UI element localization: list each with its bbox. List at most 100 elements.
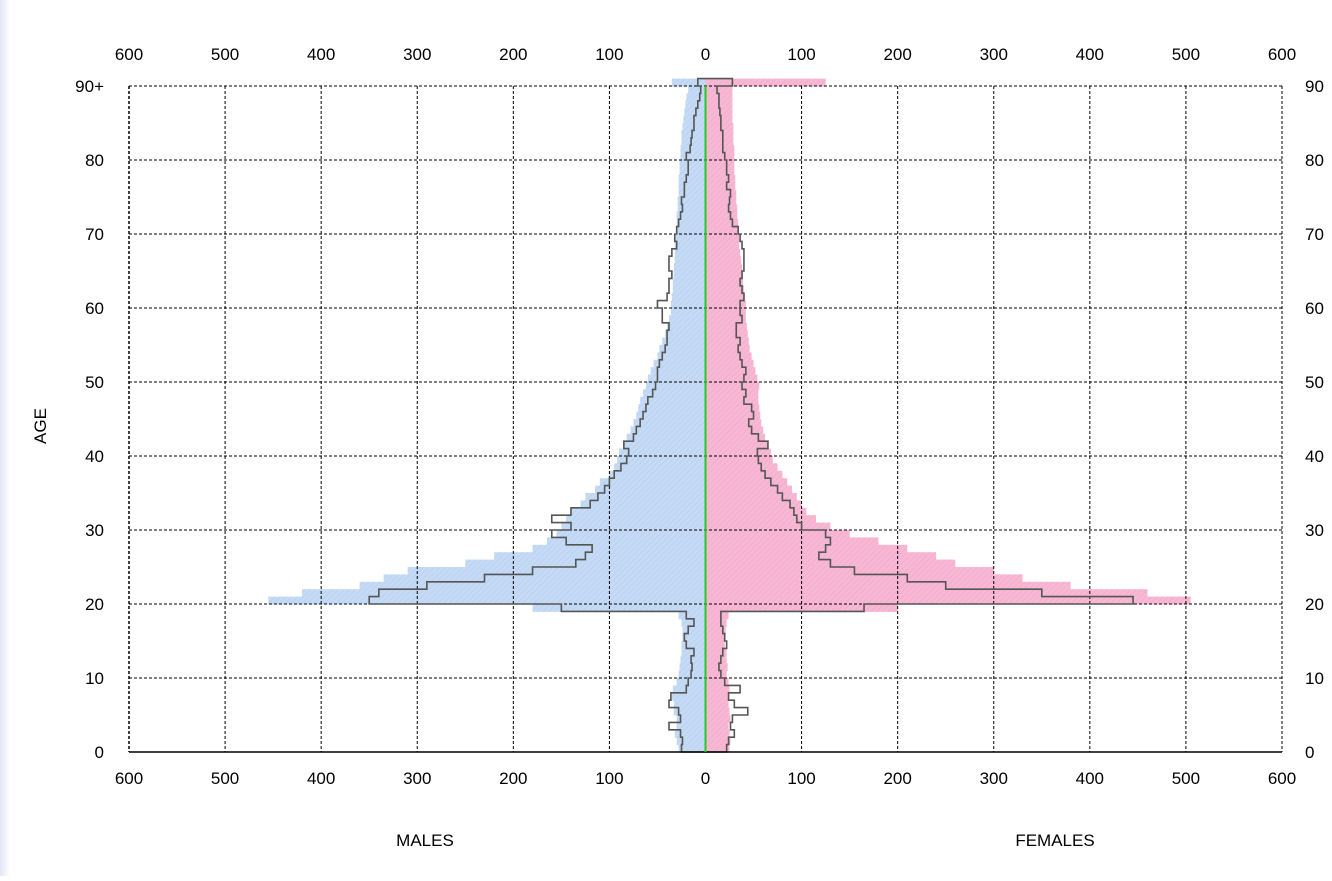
x-tick-label-bottom-10: 400 <box>1076 769 1104 788</box>
female-bar-age-50 <box>705 374 758 383</box>
male-bar-age-53 <box>657 352 706 361</box>
male-bar-age-4 <box>676 715 706 723</box>
male-bar-age-33 <box>580 500 706 509</box>
female-bar-age-72 <box>705 211 738 220</box>
male-bar-age-35 <box>595 485 706 494</box>
female-bar-age-24 <box>705 567 994 575</box>
female-bar-age-15 <box>705 633 725 642</box>
male-bar-age-19 <box>532 604 706 612</box>
female-bar-age-70 <box>705 226 739 235</box>
y-tick-label-left-9: 90+ <box>75 77 104 96</box>
x-tick-label-top-7: 100 <box>787 45 815 64</box>
male-bar-age-8 <box>672 685 706 694</box>
male-bar-age-77 <box>678 174 706 183</box>
female-bar-age-66 <box>705 256 742 265</box>
male-bar-age-80 <box>680 152 706 161</box>
male-bar-age-40 <box>619 448 706 457</box>
female-bar-age-26 <box>705 552 937 561</box>
female-bar-age-53 <box>705 352 752 361</box>
male-bar-age-75 <box>678 189 706 198</box>
x-tick-label-bottom-7: 100 <box>787 769 815 788</box>
female-bar-age-28 <box>705 537 879 546</box>
male-bar-age-82 <box>681 137 706 146</box>
x-tick-label-bottom-9: 300 <box>980 769 1008 788</box>
male-bar-age-61 <box>671 293 706 302</box>
female-bar-age-84 <box>705 123 734 131</box>
female-bar-age-74 <box>705 197 737 205</box>
female-bar-age-56 <box>705 330 748 339</box>
male-bar-age-83 <box>681 130 706 139</box>
female-bar-age-73 <box>705 204 738 213</box>
x-tick-label-top-9: 300 <box>980 45 1008 64</box>
male-bar-age-45 <box>636 411 706 420</box>
male-bar-age-58 <box>668 315 706 324</box>
male-bar-age-65 <box>673 263 706 272</box>
y-tick-label-left-0: 0 <box>95 743 104 762</box>
y-axis-label: AGE <box>31 408 50 444</box>
female-bar-age-16 <box>705 626 726 635</box>
male-bar-age-14 <box>681 641 706 649</box>
male-bar-age-43 <box>630 426 706 435</box>
male-bar-age-26 <box>494 552 706 561</box>
male-bar-age-86 <box>684 108 706 117</box>
male-bar-age-27 <box>532 544 706 553</box>
male-bar-age-67 <box>674 248 706 257</box>
female-bar-age-45 <box>705 411 761 420</box>
female-bar-age-80 <box>705 152 735 161</box>
male-bar-age-90 <box>671 78 706 87</box>
y-tick-label-left-1: 10 <box>85 669 104 688</box>
female-bar-age-52 <box>705 359 754 368</box>
male-bar-age-73 <box>677 204 706 213</box>
female-bar-age-77 <box>705 174 736 183</box>
x-tick-label-bottom-12: 600 <box>1268 769 1296 788</box>
y-tick-label-right-9: 90 <box>1305 77 1324 96</box>
female-bar-age-35 <box>705 485 792 494</box>
x-tick-label-top-6: 0 <box>701 45 710 64</box>
male-bar-age-51 <box>650 367 706 376</box>
axes-layer: 6006005005004004003003002002001001000010… <box>75 45 1324 788</box>
female-bar-age-76 <box>705 182 736 191</box>
female-bar-age-62 <box>705 285 744 294</box>
x-tick-label-top-12: 600 <box>1268 45 1296 64</box>
female-bar-age-55 <box>705 337 749 346</box>
male-bar-age-64 <box>673 271 706 279</box>
outline-layer <box>368 77 1134 753</box>
male-bar-age-21 <box>301 589 706 598</box>
male-bar-age-1 <box>676 737 706 746</box>
female-bar-age-36 <box>705 478 788 487</box>
y-tick-label-right-8: 80 <box>1305 151 1324 170</box>
female-bar-age-20 <box>705 596 1191 605</box>
x-tick-label-top-1: 500 <box>211 45 239 64</box>
male-bar-age-39 <box>617 456 706 464</box>
male-bar-age-54 <box>659 345 706 353</box>
x-tick-label-top-4: 200 <box>499 45 527 64</box>
male-bar-age-72 <box>676 211 706 220</box>
male-bar-age-68 <box>674 241 706 250</box>
female-bar-age-18 <box>705 611 729 620</box>
male-bar-age-42 <box>626 433 706 442</box>
female-bar-age-14 <box>705 641 725 649</box>
female-bar-age-2 <box>705 729 730 738</box>
male-bar-age-63 <box>672 278 706 287</box>
female-bar-age-61 <box>705 293 745 302</box>
female-bar-age-3 <box>705 722 729 731</box>
female-bar-age-0 <box>705 744 730 753</box>
x-tick-label-bottom-6: 0 <box>701 769 710 788</box>
female-bar-age-40 <box>705 448 771 457</box>
male-bar-age-20 <box>268 596 706 605</box>
male-bar-age-32 <box>570 507 706 516</box>
female-bar-age-22 <box>705 581 1071 590</box>
x-tick-label-bottom-1: 500 <box>211 769 239 788</box>
x-tick-label-top-3: 300 <box>403 45 431 64</box>
female-bar-age-27 <box>705 544 908 553</box>
male-bar-age-76 <box>678 182 706 191</box>
male-bar-age-38 <box>614 463 706 472</box>
female-bar-age-29 <box>705 530 850 538</box>
female-bar-age-82 <box>705 137 734 146</box>
x-tick-label-top-11: 500 <box>1172 45 1200 64</box>
female-bar-age-1 <box>705 737 731 746</box>
female-bar-age-10 <box>705 670 727 679</box>
male-bar-age-3 <box>676 722 706 731</box>
male-bar-age-56 <box>665 330 706 339</box>
